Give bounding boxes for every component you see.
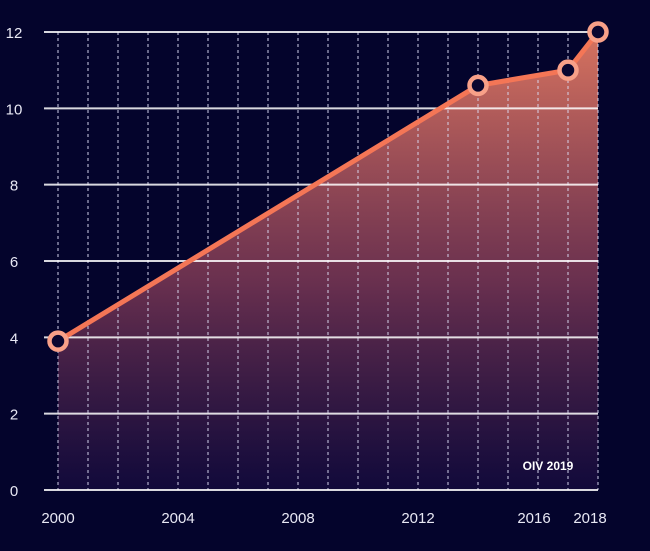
x-tick-label: 2016 bbox=[517, 510, 550, 527]
y-tick-label: 12 bbox=[6, 25, 23, 42]
y-tick-label: 6 bbox=[10, 254, 18, 271]
x-tick-label: 2008 bbox=[281, 510, 314, 527]
y-tick-label: 8 bbox=[10, 178, 18, 195]
x-tick-label: 2012 bbox=[401, 510, 434, 527]
data-point bbox=[467, 74, 489, 97]
x-tick-label: 2004 bbox=[161, 510, 194, 527]
source-annotation: OIV 2019 bbox=[523, 459, 574, 473]
data-point bbox=[587, 21, 609, 43]
y-tick-label: 4 bbox=[10, 330, 18, 347]
y-tick-label: 10 bbox=[6, 101, 23, 118]
y-tick-label: 2 bbox=[10, 407, 18, 424]
x-tick-label: 2000 bbox=[41, 510, 74, 527]
x-tick-label: 2018 bbox=[573, 510, 606, 527]
series-line bbox=[56, 30, 600, 344]
y-tick-label: 0 bbox=[10, 483, 18, 500]
data-point bbox=[47, 330, 69, 352]
data-point bbox=[557, 59, 579, 81]
